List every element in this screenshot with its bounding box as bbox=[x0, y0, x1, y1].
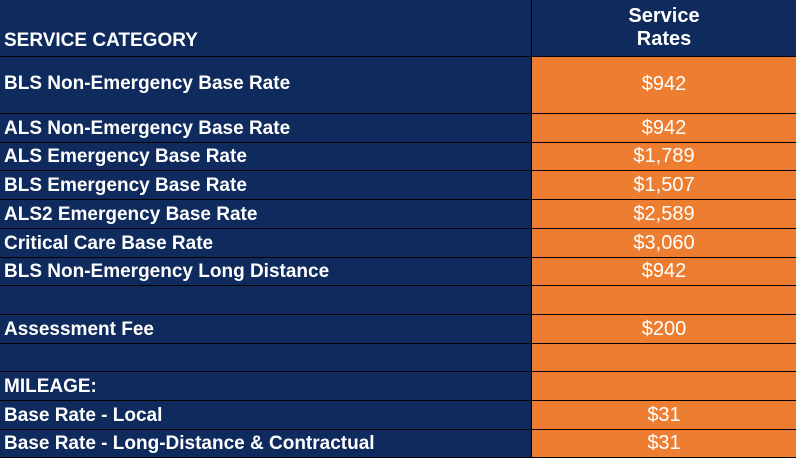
rate-cell: $31 bbox=[532, 401, 796, 430]
category-cell: Base Rate - Long-Distance & Contractual bbox=[0, 430, 532, 458]
rate-cell: $2,589 bbox=[532, 200, 796, 229]
table-row-empty bbox=[0, 286, 796, 315]
rate-cell: $200 bbox=[532, 315, 796, 344]
rate-cell bbox=[532, 372, 796, 401]
table-row: ALS Emergency Base Rate $1,789 bbox=[0, 143, 796, 171]
service-category-header: SERVICE CATEGORY bbox=[0, 0, 532, 57]
table-row: BLS Non-Emergency Base Rate $942 bbox=[0, 57, 796, 114]
rate-cell: $1,507 bbox=[532, 171, 796, 200]
table-row: BLS Non-Emergency Long Distance $942 bbox=[0, 258, 796, 286]
table-row: ALS Non-Emergency Base Rate $942 bbox=[0, 114, 796, 143]
category-cell: ALS2 Emergency Base Rate bbox=[0, 200, 532, 229]
table-row: Base Rate - Local $31 bbox=[0, 401, 796, 430]
category-cell: BLS Non-Emergency Base Rate bbox=[0, 57, 532, 114]
table-row: Critical Care Base Rate $3,060 bbox=[0, 229, 796, 258]
rate-cell: $31 bbox=[532, 430, 796, 458]
category-cell: BLS Non-Emergency Long Distance bbox=[0, 258, 532, 286]
service-rates-header: Service Rates bbox=[532, 0, 796, 57]
category-cell bbox=[0, 286, 532, 315]
service-rates-header-line1: Service bbox=[628, 5, 700, 27]
table-row-empty bbox=[0, 344, 796, 372]
table-row: Assessment Fee $200 bbox=[0, 315, 796, 344]
header-row: SERVICE CATEGORY Service Rates bbox=[0, 0, 796, 57]
rate-cell bbox=[532, 344, 796, 372]
rate-cell: $942 bbox=[532, 114, 796, 143]
mileage-section-label: MILEAGE: bbox=[0, 372, 532, 401]
category-cell bbox=[0, 344, 532, 372]
table-row-section: MILEAGE: bbox=[0, 372, 796, 401]
category-cell: BLS Emergency Base Rate bbox=[0, 171, 532, 200]
category-cell: Critical Care Base Rate bbox=[0, 229, 532, 258]
service-rates-header-line2: Rates bbox=[636, 28, 692, 50]
category-cell: Base Rate - Local bbox=[0, 401, 532, 430]
table-row: BLS Emergency Base Rate $1,507 bbox=[0, 171, 796, 200]
rate-cell: $942 bbox=[532, 57, 796, 114]
category-cell: Assessment Fee bbox=[0, 315, 532, 344]
table-row: ALS2 Emergency Base Rate $2,589 bbox=[0, 200, 796, 229]
rate-cell: $3,060 bbox=[532, 229, 796, 258]
category-cell: ALS Emergency Base Rate bbox=[0, 143, 532, 171]
category-cell: ALS Non-Emergency Base Rate bbox=[0, 114, 532, 143]
rate-cell bbox=[532, 286, 796, 315]
rate-cell: $942 bbox=[532, 258, 796, 286]
rate-cell: $1,789 bbox=[532, 143, 796, 171]
table-row: Base Rate - Long-Distance & Contractual … bbox=[0, 430, 796, 458]
